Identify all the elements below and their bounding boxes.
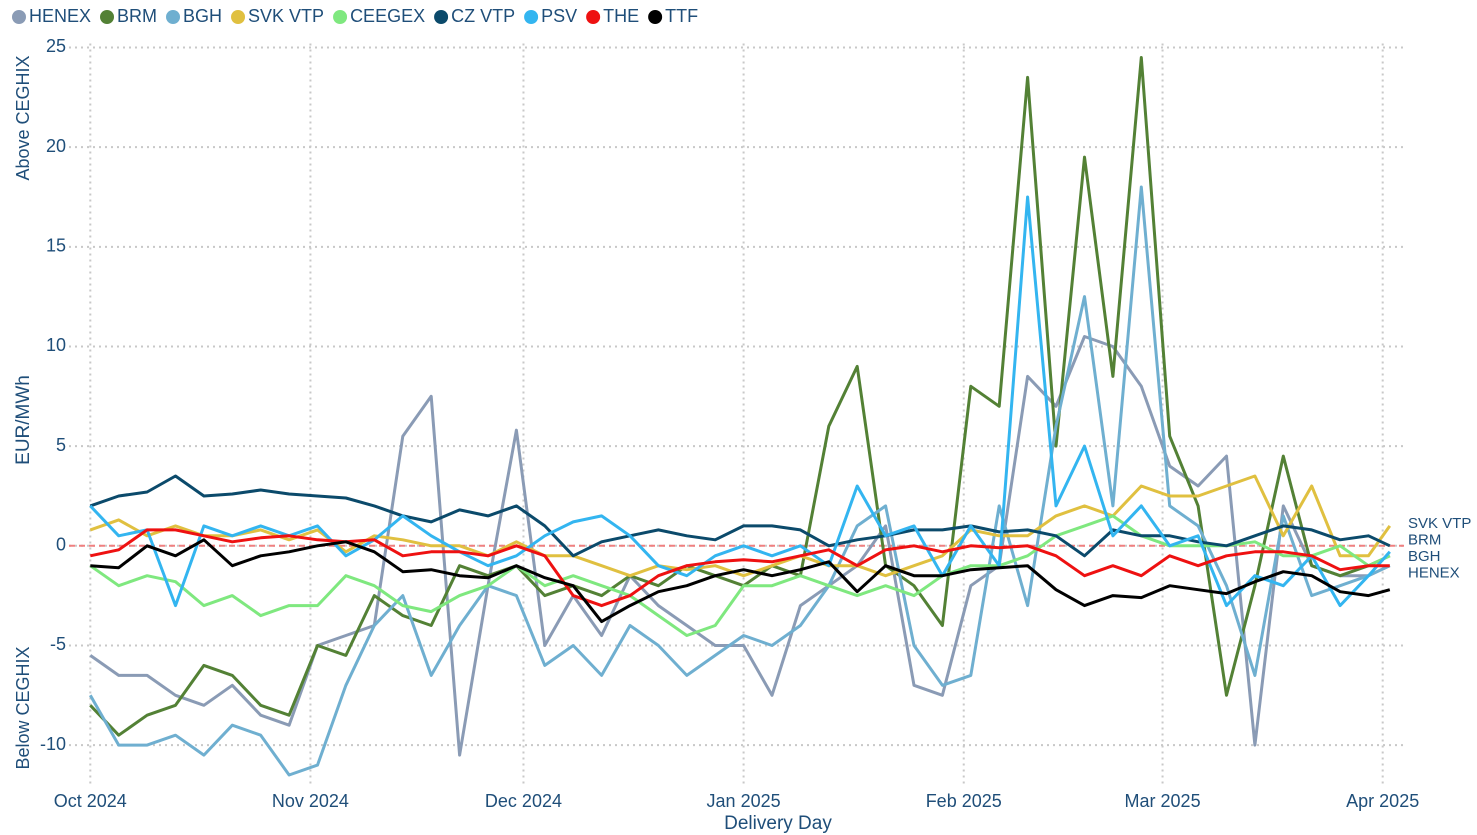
legend-marker	[333, 10, 348, 24]
x-tick-label: Jan 2025	[707, 791, 781, 811]
y-tick-label: 5	[56, 435, 66, 455]
x-tick-label: Dec 2024	[485, 791, 562, 811]
end-label: SVK VTP	[1408, 515, 1471, 532]
legend-marker	[166, 10, 181, 24]
x-tick-label: Apr 2025	[1346, 791, 1419, 811]
legend-marker	[231, 10, 246, 24]
y-tick-label: -10	[40, 734, 66, 754]
series-line	[89, 195, 1391, 608]
legend-label: CEEGEX	[350, 6, 425, 26]
legend-label: PSV	[541, 6, 577, 26]
series-line	[89, 528, 1390, 608]
x-tick-label: Feb 2025	[926, 791, 1002, 811]
y-tick-label: 0	[56, 535, 66, 555]
x-axis-label: Delivery Day	[724, 813, 832, 834]
y-axis-label-bottom: Below CEGHIX	[13, 646, 33, 769]
legend-marker	[648, 10, 663, 24]
legend-label: BGH	[183, 6, 222, 26]
legend-marker	[524, 10, 539, 24]
end-label: HENEX	[1408, 564, 1460, 581]
end-label: BGH	[1408, 548, 1441, 565]
series-line	[88, 185, 1391, 777]
x-tick-label: Oct 2024	[54, 791, 127, 811]
y-tick-label: 25	[46, 36, 66, 56]
series-line	[89, 514, 1391, 637]
y-tick-label: -5	[50, 634, 66, 654]
legend-label: HENEX	[29, 6, 91, 26]
legend-label: CZ VTP	[451, 6, 515, 26]
legend-label: SVK VTP	[248, 6, 324, 26]
series-line	[89, 56, 1391, 737]
legend-marker	[12, 10, 26, 24]
legend-marker	[100, 10, 115, 24]
y-axis-label: EUR/MWh	[13, 375, 34, 465]
y-tick-label: 10	[46, 335, 66, 355]
end-label: BRM	[1408, 531, 1441, 548]
series-line	[89, 474, 1392, 578]
series-line	[90, 538, 1391, 624]
legend-label: THE	[603, 6, 639, 26]
legend-marker	[586, 10, 601, 24]
x-tick-label: Nov 2024	[272, 791, 349, 811]
y-axis-label-top: Above CEGHIX	[13, 55, 33, 180]
legend-label: TTF	[665, 6, 698, 26]
y-tick-label: 20	[46, 136, 66, 156]
legend-label: BRM	[117, 6, 157, 26]
series-line	[89, 474, 1391, 558]
y-tick-label: 15	[46, 236, 66, 256]
x-tick-label: Mar 2025	[1125, 791, 1201, 811]
legend-marker	[434, 10, 449, 24]
